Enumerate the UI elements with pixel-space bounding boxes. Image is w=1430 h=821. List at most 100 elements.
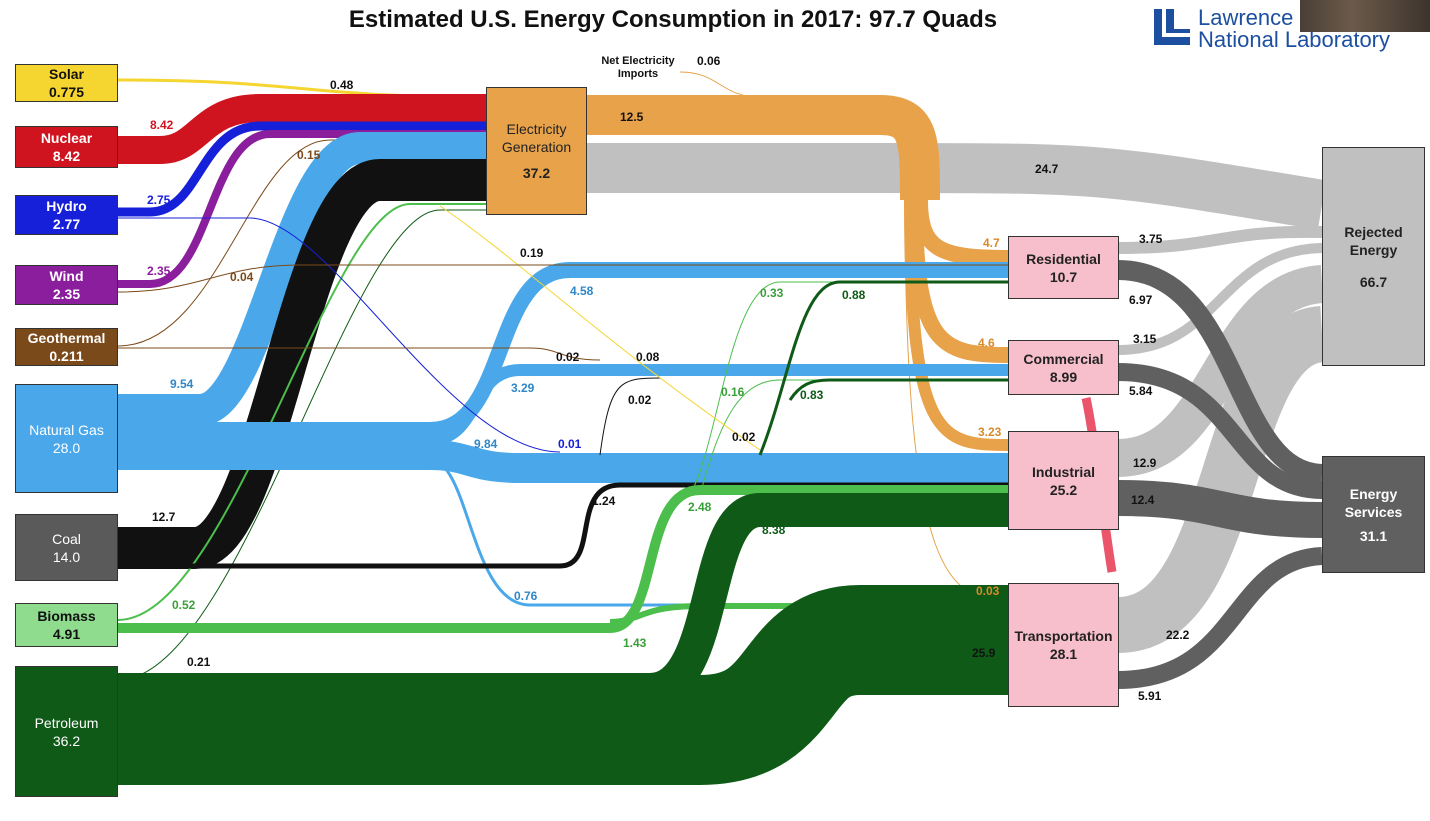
- flow-coal-commercial: [599, 377, 661, 456]
- flow-label: 0.21: [187, 655, 211, 669]
- flow-label: 3.23: [978, 425, 1002, 439]
- node-industrial-value: 25.2: [1049, 481, 1078, 498]
- flow-label: 3.15: [1133, 332, 1157, 346]
- node-rejected-name: Rejected Energy: [1344, 223, 1403, 258]
- node-transportation-name: Transportation: [1014, 628, 1113, 644]
- flow-label: 0.19: [520, 246, 544, 260]
- node-natural-gas: Natural Gas 28.0: [15, 384, 118, 493]
- flow-label: 1.24: [592, 494, 616, 508]
- net-imports-label: Net Electricity Imports: [601, 55, 675, 80]
- flow-biomass-electricity: [117, 203, 486, 621]
- node-hydro-name: Hydro: [46, 198, 87, 214]
- flow-label: 2.35: [147, 264, 171, 278]
- flow-commercial-services: [1117, 363, 1323, 499]
- net-imports-value: 0.06: [697, 54, 721, 68]
- flow-residential-services: [1117, 260, 1324, 484]
- flow-label: 2.75: [147, 193, 171, 207]
- node-wind: Wind 2.35: [15, 265, 118, 305]
- node-natural-gas-value: 28.0: [52, 439, 81, 456]
- flow-gas-transportation: [429, 458, 1008, 607]
- flow-label: 5.84: [1129, 384, 1153, 398]
- flow-label: 8.38: [762, 523, 786, 537]
- node-residential-value: 10.7: [1049, 268, 1078, 285]
- node-commercial-name: Commercial: [1023, 350, 1104, 367]
- flow-label: 25.9: [972, 646, 996, 660]
- node-petroleum-value: 36.2: [52, 732, 81, 749]
- node-residential-name: Residential: [1026, 250, 1101, 267]
- webcam-overlay: [1300, 0, 1430, 32]
- node-geothermal-value: 0.211: [49, 348, 84, 364]
- flow-coal-industrial: [118, 482, 1008, 569]
- flow-petroleum-industrial: [118, 493, 1008, 707]
- node-commercial: Commercial 8.99: [1008, 340, 1119, 395]
- flow-nuclear-electricity: [118, 94, 486, 164]
- flow-label: 4.7: [983, 236, 1000, 250]
- node-biomass: Biomass 4.91: [15, 603, 118, 647]
- flow-wind-thin: [117, 264, 1008, 293]
- node-wind-name: Wind: [49, 268, 84, 284]
- node-solar: Solar 0.775: [15, 64, 118, 102]
- flow-biomass-residential: [689, 281, 1008, 496]
- flow-solar-thin: [439, 205, 761, 451]
- node-hydro: Hydro 2.77: [15, 195, 118, 235]
- flow-label: 3.29: [511, 381, 535, 395]
- lab-logo-icon: [1154, 9, 1190, 45]
- flow-residential-rejected: [1117, 225, 1323, 254]
- flow-label: 3.75: [1139, 232, 1163, 246]
- node-industrial: Industrial 25.2: [1008, 431, 1119, 530]
- flow-gas-residential: [118, 262, 1008, 438]
- flow-coal-electricity: [118, 159, 486, 569]
- node-natural-gas-name: Natural Gas: [29, 421, 104, 438]
- flow-transportation-rejected: [1115, 306, 1327, 653]
- flow-hydro-electricity: [118, 121, 486, 217]
- flow-label: 4.6: [978, 336, 995, 350]
- node-transportation-value: 28.1: [1049, 646, 1078, 662]
- flow-label: 12.4: [1131, 493, 1155, 507]
- flow-label: 9.84: [474, 437, 498, 451]
- node-electricity-value: 37.2: [522, 165, 551, 181]
- flow-label: 0.33: [760, 286, 784, 300]
- flow-label: 0.52: [172, 598, 196, 612]
- flow-label: 4.58: [570, 284, 594, 298]
- flow-geothermal-thin: [118, 347, 601, 361]
- flow-transportation-services: [1117, 547, 1323, 689]
- flow-hydro-thin: [118, 217, 561, 453]
- flow-label: 0.76: [514, 589, 538, 603]
- flow-label: 0.04: [230, 270, 254, 284]
- flow-label: 0.15: [297, 148, 321, 162]
- node-electricity-generation: Electricity Generation 37.2: [486, 87, 587, 215]
- page-title: Estimated U.S. Energy Consumption in 201…: [348, 6, 998, 33]
- node-transportation: Transportation 28.1: [1008, 583, 1119, 707]
- flow-wind-electricity: [118, 130, 486, 288]
- node-wind-value: 2.35: [52, 286, 81, 302]
- flow-label: 1.43: [623, 636, 647, 650]
- flow-label: 22.2: [1166, 628, 1190, 642]
- node-rejected-energy: Rejected Energy 66.7: [1322, 147, 1425, 366]
- flow-label: 0.03: [976, 584, 1000, 598]
- flow-net-imports: [679, 71, 761, 98]
- flow-label: 5.91: [1138, 689, 1162, 703]
- flow-electricity-rejected: [586, 143, 1327, 230]
- flow-label: 6.97: [1129, 293, 1153, 307]
- flow-industrial-rejected: [1116, 265, 1325, 477]
- node-coal-name: Coal: [52, 530, 81, 547]
- flow-gas-industrial: [118, 440, 1008, 483]
- flow-label: 0.02: [628, 393, 652, 407]
- flow-label: 0.02: [556, 350, 580, 364]
- flow-label: 0.01: [558, 437, 582, 451]
- flow-label: 8.42: [150, 118, 174, 132]
- node-nuclear-value: 8.42: [52, 148, 81, 164]
- node-nuclear-name: Nuclear: [40, 130, 93, 146]
- node-hydro-value: 2.77: [52, 216, 81, 232]
- flow-commercial-rejected: [1117, 243, 1323, 355]
- flow-label: 0.83: [800, 388, 824, 402]
- node-coal: Coal 14.0: [15, 514, 118, 581]
- node-geothermal-name: Geothermal: [27, 330, 106, 346]
- node-biomass-name: Biomass: [37, 608, 96, 624]
- node-solar-name: Solar: [48, 66, 84, 82]
- flow-label: 0.16: [721, 385, 745, 399]
- flow-label: 0.02: [732, 430, 756, 444]
- flow-label: 12.5: [620, 110, 644, 124]
